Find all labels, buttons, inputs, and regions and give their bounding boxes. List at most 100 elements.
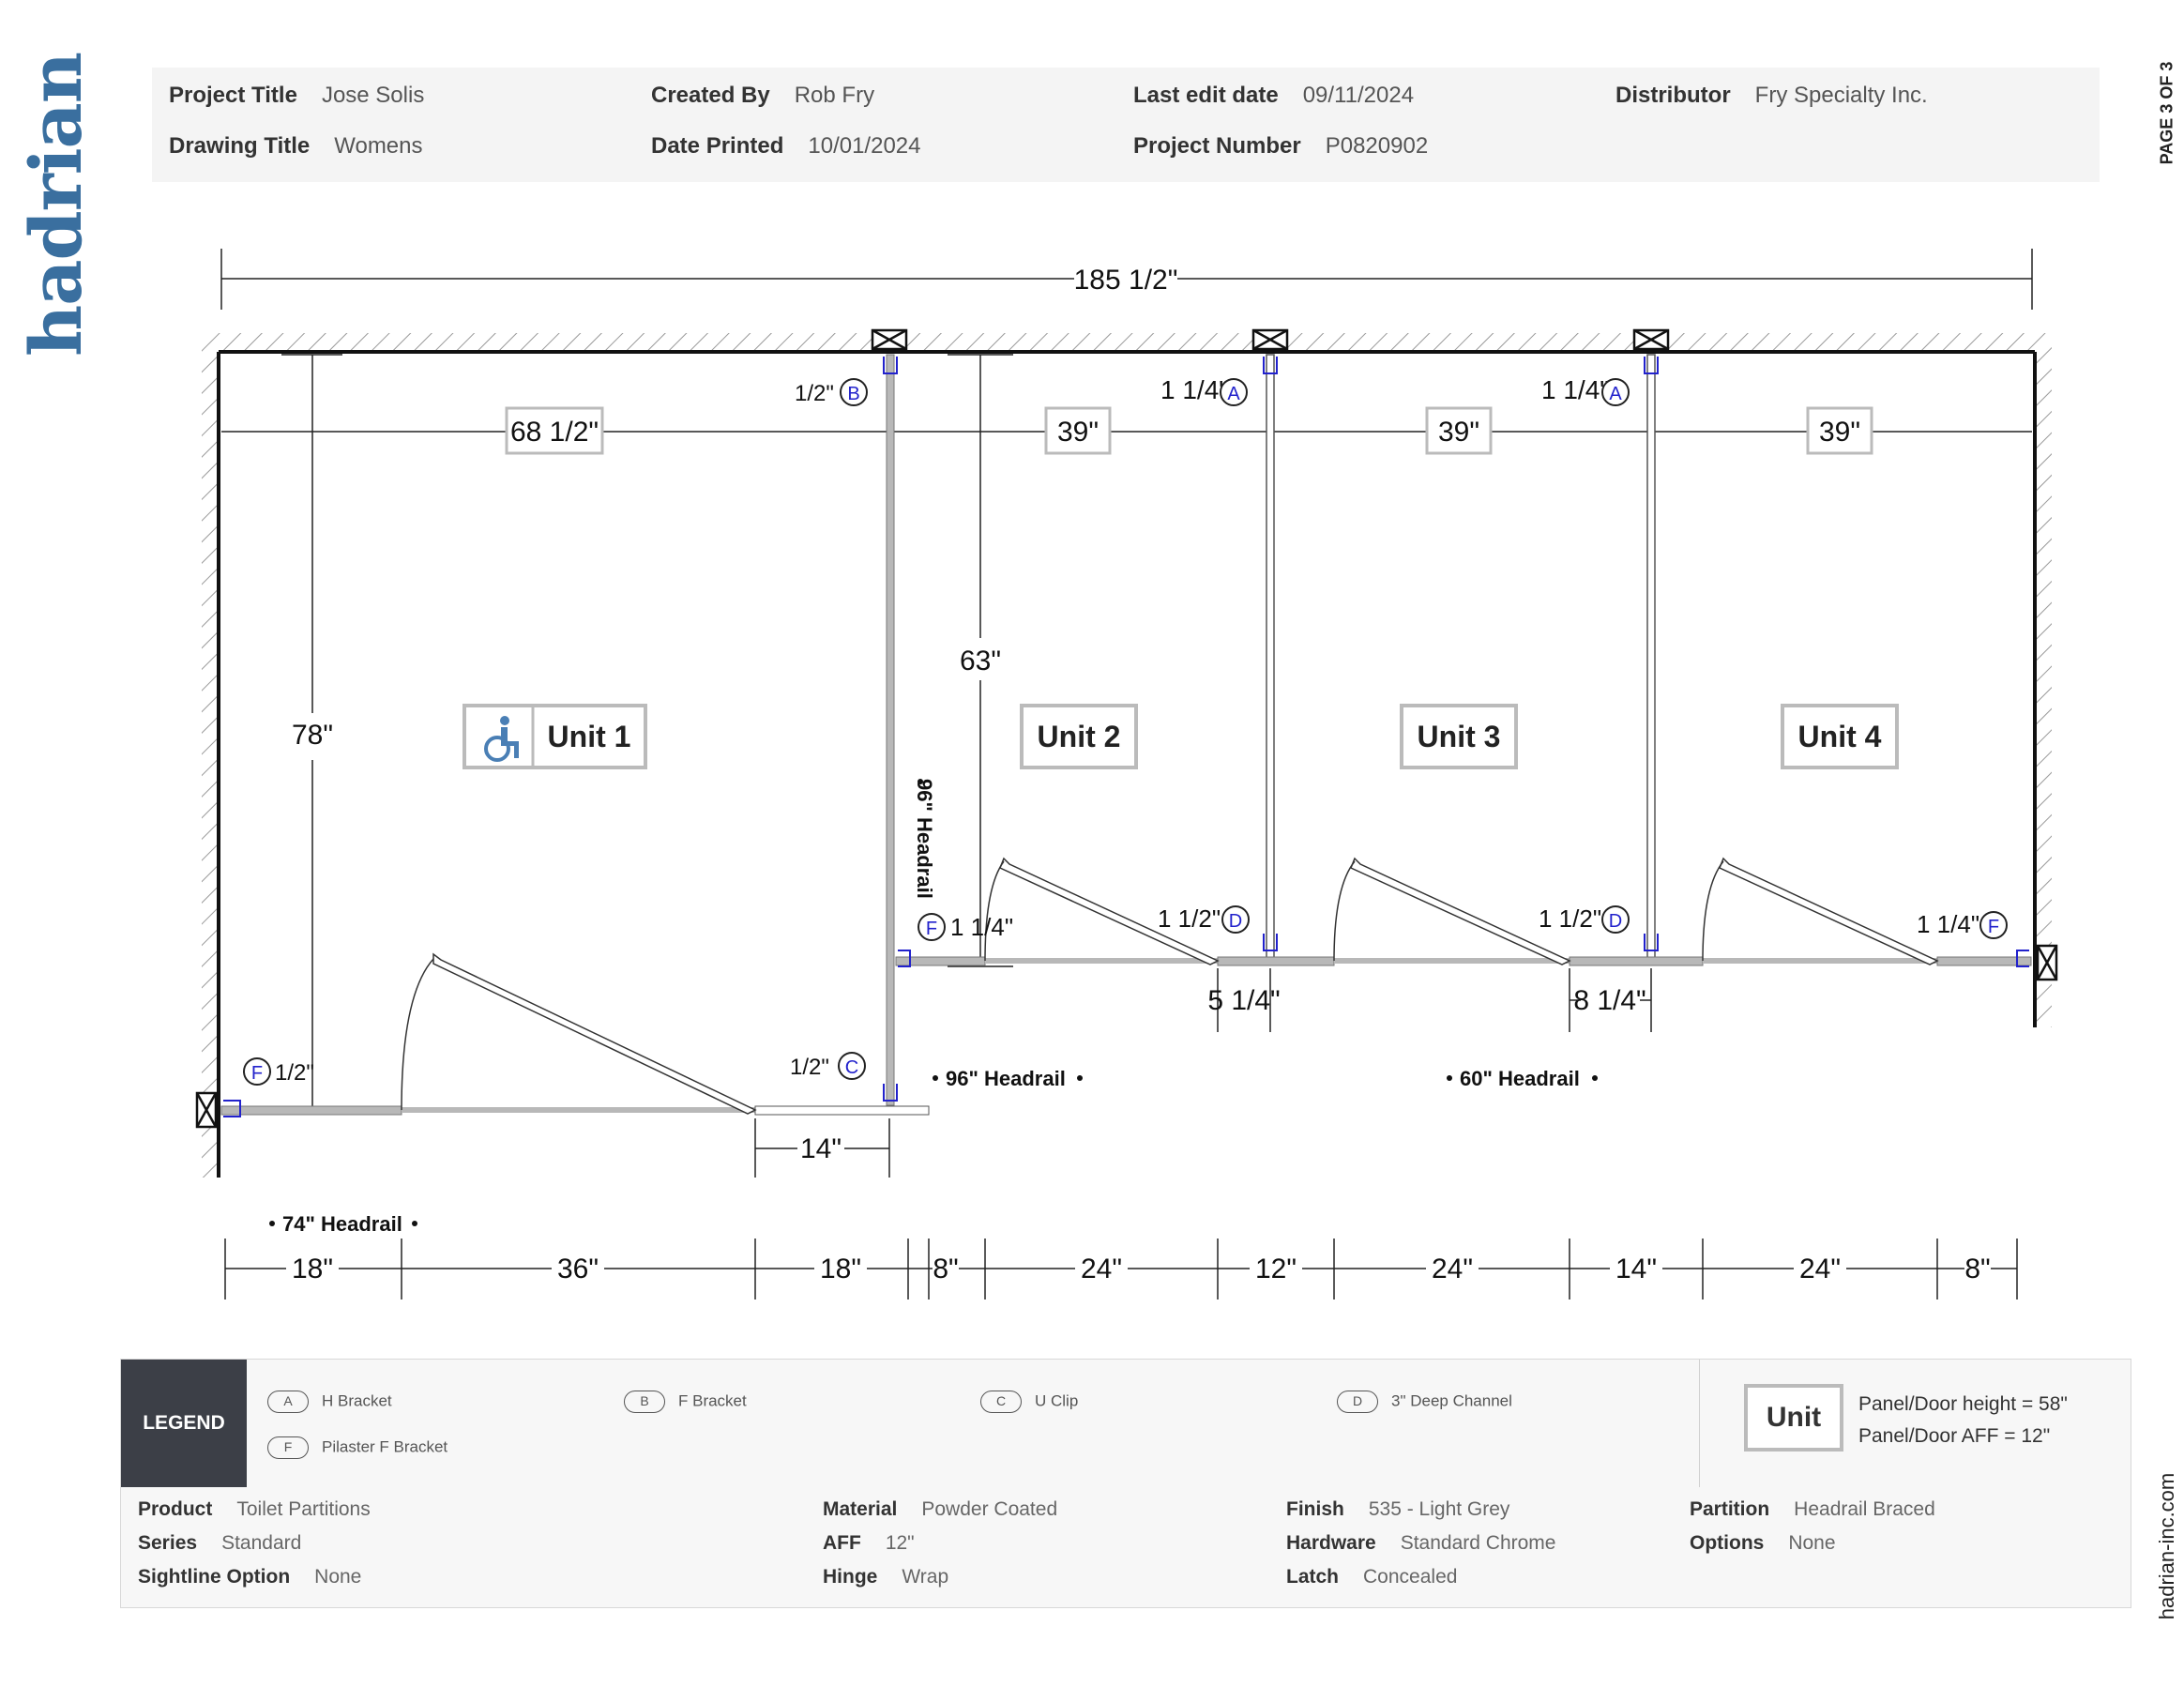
unit3-width-dim: 39" xyxy=(1425,406,1493,455)
unit1-door-swing xyxy=(401,952,757,1115)
svg-text:B: B xyxy=(847,384,859,404)
svg-text:Unit 2: Unit 2 xyxy=(1038,720,1121,753)
unit1-depth-dim: 78" xyxy=(281,354,342,1115)
callout-f-unit4: 1 1/4" F xyxy=(1917,910,2008,939)
unit1-width-dim: 68 1/2" xyxy=(505,406,604,455)
website-label: hadrian-inc.com xyxy=(2155,1472,2178,1620)
callout-a-unit2: 1 1/4" A xyxy=(1160,375,1248,406)
svg-text:1 1/4": 1 1/4" xyxy=(950,913,1013,941)
svg-text:39": 39" xyxy=(1438,417,1479,448)
unit1-label: Unit 1 xyxy=(463,704,647,769)
svg-text:18": 18" xyxy=(292,1254,333,1284)
unit3-label: Unit 3 xyxy=(1400,704,1518,769)
svg-text:63": 63" xyxy=(960,646,1001,676)
svg-text:74" Headrail: 74" Headrail xyxy=(282,1212,402,1236)
svg-text:D: D xyxy=(1609,911,1622,932)
unit4-door-swing xyxy=(1702,857,1939,965)
callout-f-unit1: F 1/2" xyxy=(243,1057,314,1086)
left-wall-hatch xyxy=(202,352,219,1178)
partition-unit3-unit4 xyxy=(1646,354,1656,963)
spec-aff: AFF 12" xyxy=(823,1532,915,1554)
distributor-field: Distributor Fry Specialty Inc. xyxy=(1615,83,1928,108)
pilaster-dim-8-1-4: 8 1/4" xyxy=(1569,968,1652,1032)
spec-finish: Finish 535 - Light Grey xyxy=(1286,1498,1510,1520)
accessible-icon xyxy=(484,716,519,762)
panel-height-note: Panel/Door height = 58" xyxy=(1858,1393,2068,1415)
back-wall-hatch xyxy=(202,333,2052,352)
spec-product: Product Toilet Partitions xyxy=(138,1498,371,1520)
spec-hardware: Hardware Standard Chrome xyxy=(1286,1532,1556,1554)
svg-text:24": 24" xyxy=(1432,1254,1473,1284)
svg-text:Unit 3: Unit 3 xyxy=(1418,720,1501,753)
svg-text:C: C xyxy=(845,1057,858,1078)
svg-text:1/2": 1/2" xyxy=(790,1055,829,1080)
svg-text:60" Headrail: 60" Headrail xyxy=(1460,1067,1580,1090)
svg-text:96" Headrail: 96" Headrail xyxy=(913,779,936,899)
legend-unit-box: Unit xyxy=(1744,1384,1843,1451)
partition-unit2-unit3 xyxy=(1266,354,1275,963)
unit3-4-pilaster xyxy=(1569,956,1704,966)
unit2-door-swing xyxy=(984,857,1220,965)
svg-text:96" Headrail: 96" Headrail xyxy=(946,1067,1066,1090)
overall-dimension: 185 1/2" xyxy=(220,249,2033,310)
headrail-anchor-left xyxy=(195,1091,218,1129)
date-printed-field: Date Printed 10/01/2024 xyxy=(651,133,921,159)
svg-text:A: A xyxy=(1227,384,1240,404)
project-title-field: Project Title Jose Solis xyxy=(169,83,425,108)
svg-text:1/2": 1/2" xyxy=(275,1060,314,1086)
unit2-width-dim: 39" xyxy=(1044,406,1112,455)
created-by-field: Created By Rob Fry xyxy=(651,83,875,108)
svg-text:78": 78" xyxy=(292,720,333,751)
headrail-anchor-2 xyxy=(1251,328,1289,351)
drawing-title-field: Drawing Title Womens xyxy=(169,133,423,159)
legend-item-pilaster-f-bracket: F Pilaster F Bracket xyxy=(267,1436,447,1459)
svg-text:8": 8" xyxy=(933,1254,958,1284)
bottom-dimension-string: 18" 36" 18" 8" 24" 12" 24" 14" 24" 8" xyxy=(224,1239,2018,1299)
svg-text:Unit 4: Unit 4 xyxy=(1798,720,1882,753)
svg-text:1 1/4": 1 1/4" xyxy=(1541,375,1609,404)
legend-separator xyxy=(1699,1360,1700,1487)
callout-c-unit1: 1/2" C xyxy=(790,1052,866,1080)
svg-text:Unit 1: Unit 1 xyxy=(548,720,631,753)
callout-b-unit1: 1/2" B xyxy=(795,378,868,406)
unit1-pilaster xyxy=(754,1105,930,1116)
unit2-3-pilaster xyxy=(1217,956,1335,966)
headrail-vertical-note: 96" Headrail xyxy=(913,779,936,899)
headrail-anchor-1 xyxy=(871,328,908,351)
svg-text:14": 14" xyxy=(800,1133,842,1164)
svg-text:36": 36" xyxy=(557,1254,599,1284)
svg-text:5 1/4": 5 1/4" xyxy=(1207,985,1280,1016)
headrail-60-note: 60" Headrail xyxy=(1447,1067,1598,1090)
svg-text:8 1/4": 8 1/4" xyxy=(1573,985,1646,1016)
unit3-door-swing xyxy=(1333,857,1571,965)
svg-text:F: F xyxy=(1988,917,1999,937)
svg-text:F: F xyxy=(251,1063,263,1084)
callout-f-unit2: F 1 1/4" xyxy=(918,913,1013,941)
headrail-96-note: 96" Headrail xyxy=(933,1067,1083,1090)
spec-options: Options None xyxy=(1690,1532,1836,1554)
unit2-label: Unit 2 xyxy=(1020,704,1138,769)
svg-text:1 1/4": 1 1/4" xyxy=(1160,375,1228,404)
spec-series: Series Standard xyxy=(138,1532,302,1554)
spec-hinge: Hinge Wrap xyxy=(823,1566,949,1588)
svg-text:A: A xyxy=(1609,384,1622,404)
svg-text:8": 8" xyxy=(1964,1254,1990,1284)
project-number-field: Project Number P0820902 xyxy=(1133,133,1429,159)
spec-panel: Product Toilet Partitions Series Standard … xyxy=(120,1487,2131,1608)
last-edit-field: Last edit date 09/11/2024 xyxy=(1133,83,1415,108)
partition-unit1-unit2 xyxy=(886,354,895,1106)
legend-item-deep-channel: D 3" Deep Channel xyxy=(1337,1391,1512,1413)
svg-text:1 1/2": 1 1/2" xyxy=(1539,904,1601,933)
spec-material: Material Powder Coated xyxy=(823,1498,1058,1520)
unit1-front-panel xyxy=(220,1105,402,1116)
hardware-markers xyxy=(223,357,2029,1117)
svg-text:12": 12" xyxy=(1255,1254,1297,1284)
callout-d-unit2: 1 1/2" D xyxy=(1158,904,1250,934)
callout-d-unit3: 1 1/2" D xyxy=(1539,904,1630,934)
headrail-anchor-3 xyxy=(1632,328,1670,351)
callout-a-unit3: 1 1/4" A xyxy=(1541,375,1630,406)
spec-partition: Partition Headrail Braced xyxy=(1690,1498,1935,1520)
